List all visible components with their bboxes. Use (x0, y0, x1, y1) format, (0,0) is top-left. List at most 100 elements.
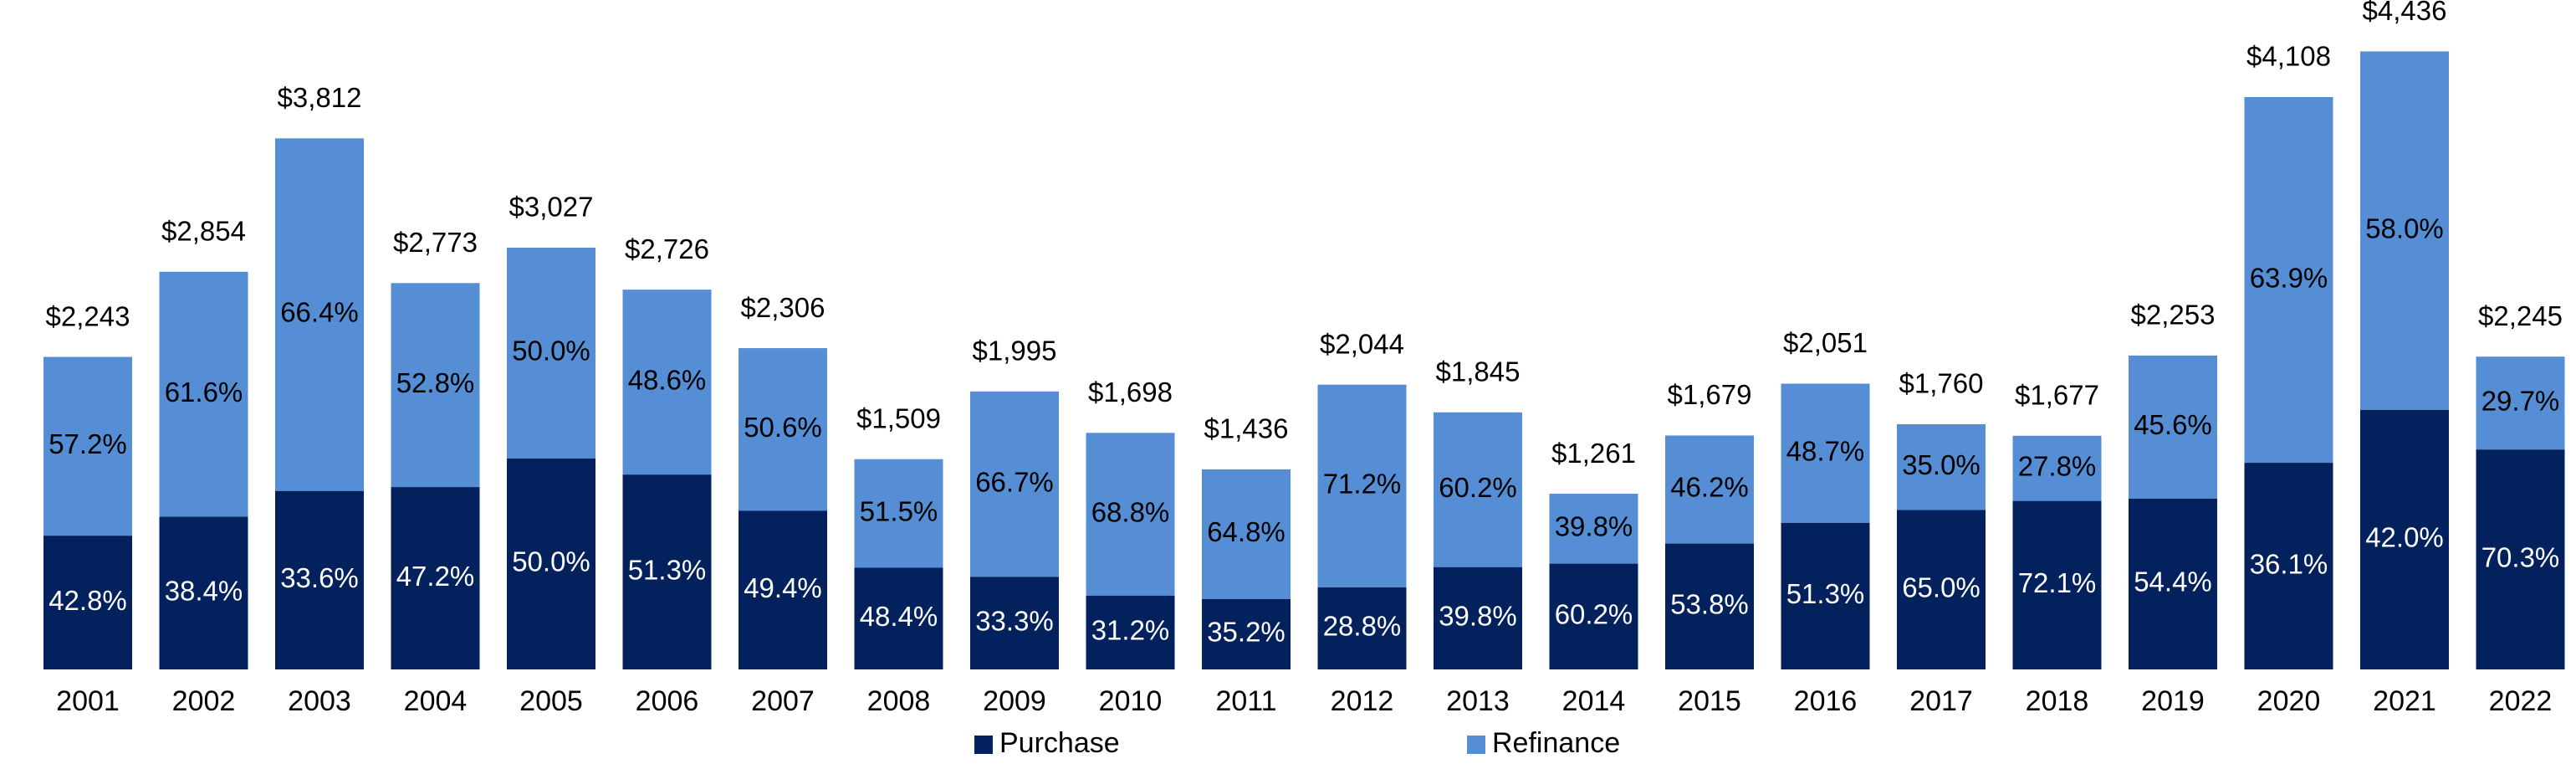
bar-purchase-2019 (2129, 498, 2217, 669)
bar-purchase-2010 (1086, 595, 1175, 669)
bar-refinance-2021 (2360, 51, 2449, 410)
x-tick-label-2011: 2011 (1215, 685, 1276, 717)
label-refinance-2018: 27.8% (2018, 450, 2097, 481)
bar-purchase-2009 (970, 577, 1059, 669)
label-refinance-2021: 58.0% (2365, 213, 2444, 244)
total-label-2014: $1,261 (1551, 438, 1636, 469)
label-purchase-2013: 39.8% (1439, 601, 1517, 632)
total-label-2015: $1,679 (1668, 379, 1752, 410)
total-label-2012: $2,044 (1320, 328, 1404, 359)
total-label-2019: $2,253 (2131, 300, 2216, 331)
legend-label-purchase: Purchase (999, 727, 1120, 759)
label-purchase-2004: 47.2% (396, 561, 475, 592)
x-tick-label-2017: 2017 (1909, 685, 1973, 717)
bar-refinance-2007 (739, 348, 827, 511)
label-refinance-2016: 48.7% (1786, 435, 1865, 466)
bar-purchase-2004 (391, 487, 480, 669)
label-refinance-2022: 29.7% (2481, 385, 2560, 416)
label-purchase-2017: 65.0% (1902, 572, 1981, 602)
label-refinance-2020: 63.9% (2250, 262, 2328, 293)
x-tick-label-2007: 2007 (751, 685, 815, 717)
bar-refinance-2003 (275, 138, 364, 491)
bar-refinance-2008 (854, 459, 943, 568)
bar-purchase-2003 (275, 490, 364, 669)
bar-refinance-2010 (1086, 433, 1175, 596)
label-purchase-2015: 53.8% (1670, 589, 1749, 620)
x-tick-label-2021: 2021 (2373, 685, 2436, 717)
x-tick-label-2015: 2015 (1678, 685, 1741, 717)
x-tick-label-2003: 2003 (288, 685, 351, 717)
label-purchase-2009: 33.3% (975, 605, 1054, 636)
total-label-2008: $1,509 (856, 402, 941, 433)
label-purchase-2001: 42.8% (49, 585, 127, 616)
bar-refinance-2001 (43, 356, 132, 536)
label-refinance-2005: 50.0% (512, 336, 590, 367)
bar-refinance-2011 (1202, 469, 1291, 599)
bar-refinance-2005 (507, 248, 595, 459)
legend-label-refinance: Refinance (1492, 727, 1620, 759)
total-label-2020: $4,108 (2246, 41, 2331, 72)
x-axis: 2001 2002 2003 2004 2005 2006 2007 2008 2009 2010… (56, 685, 2552, 717)
x-tick-label-2005: 2005 (519, 685, 583, 717)
label-purchase-2021: 42.0% (2365, 522, 2444, 553)
bar-purchase-2014 (1549, 563, 1638, 669)
label-refinance-2015: 46.2% (1670, 472, 1749, 503)
bar-purchase-2001 (43, 536, 132, 669)
bar-purchase-2005 (507, 459, 595, 669)
labels-group: 57.2% 42.8% $2,243 61.6% 38.4% $2,854 66.4% 33.… (46, 0, 2563, 648)
total-label-2017: $1,760 (1899, 368, 1984, 399)
label-purchase-2018: 72.1% (2018, 567, 2097, 598)
bar-purchase-2007 (739, 510, 827, 669)
total-label-2007: $2,306 (741, 292, 825, 323)
label-refinance-2012: 71.2% (1323, 469, 1402, 500)
label-purchase-2012: 28.8% (1323, 611, 1402, 642)
x-tick-label-2004: 2004 (404, 685, 468, 717)
bar-refinance-2006 (622, 290, 712, 475)
legend-swatch-purchase (974, 736, 993, 754)
bar-purchase-2020 (2244, 463, 2333, 669)
bar-refinance-2013 (1434, 412, 1522, 567)
bar-refinance-2019 (2129, 355, 2217, 499)
label-refinance-2010: 68.8% (1091, 496, 1170, 527)
bar-purchase-2016 (1781, 522, 1870, 669)
label-purchase-2022: 70.3% (2481, 541, 2560, 572)
label-purchase-2008: 48.4% (860, 601, 938, 632)
label-refinance-2003: 66.4% (280, 297, 359, 328)
bar-refinance-2004 (391, 283, 480, 488)
label-refinance-2013: 60.2% (1439, 472, 1517, 503)
total-label-2003: $3,812 (278, 82, 362, 113)
label-purchase-2019: 54.4% (2134, 566, 2212, 597)
total-label-2022: $2,245 (2478, 300, 2563, 331)
x-tick-label-2014: 2014 (1562, 685, 1626, 717)
label-refinance-2001: 57.2% (49, 428, 127, 459)
bar-refinance-2015 (1665, 435, 1754, 544)
bar-purchase-2008 (854, 567, 943, 669)
bar-purchase-2018 (2012, 500, 2102, 669)
legend: Purchase Refinance (974, 727, 1620, 759)
bar-refinance-2009 (970, 391, 1059, 577)
bar-purchase-2017 (1897, 510, 1986, 669)
label-purchase-2002: 38.4% (165, 575, 243, 606)
total-label-2011: $1,436 (1204, 413, 1289, 444)
total-label-2002: $2,854 (161, 216, 246, 247)
x-tick-label-2009: 2009 (983, 685, 1046, 717)
bar-purchase-2015 (1665, 543, 1754, 669)
bar-refinance-2017 (1897, 423, 1986, 510)
bar-refinance-2002 (159, 271, 248, 517)
total-label-2016: $2,051 (1783, 327, 1868, 358)
label-refinance-2009: 66.7% (975, 466, 1054, 497)
x-tick-label-2001: 2001 (56, 685, 120, 717)
label-refinance-2014: 39.8% (1555, 511, 1633, 542)
bar-refinance-2020 (2244, 97, 2333, 464)
bar-refinance-2018 (2012, 435, 2102, 501)
label-refinance-2002: 61.6% (165, 377, 243, 408)
bar-refinance-2022 (2476, 356, 2565, 450)
bar-purchase-2013 (1434, 566, 1522, 669)
label-refinance-2004: 52.8% (396, 367, 475, 398)
label-purchase-2016: 51.3% (1786, 578, 1865, 609)
x-tick-label-2018: 2018 (2026, 685, 2089, 717)
x-tick-label-2010: 2010 (1099, 685, 1163, 717)
label-purchase-2010: 31.2% (1091, 615, 1170, 646)
